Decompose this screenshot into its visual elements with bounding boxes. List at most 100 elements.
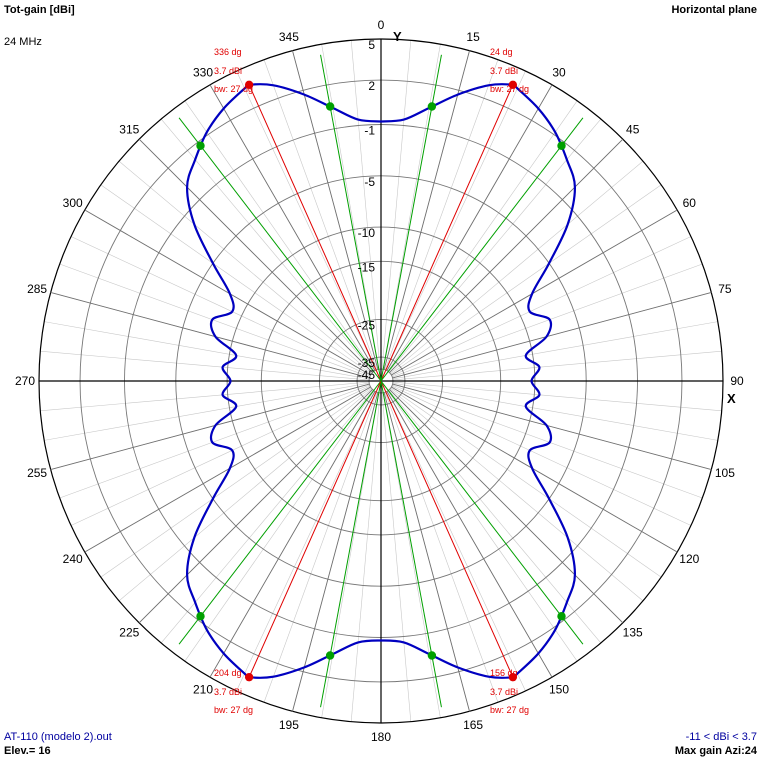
angle-tick-label: 135	[623, 626, 643, 640]
radial-line-fine	[184, 100, 375, 372]
radial-line-fine	[390, 184, 662, 375]
radial-line-major	[383, 392, 470, 712]
angle-tick-label: 60	[683, 196, 697, 210]
radial-line-fine	[321, 392, 380, 718]
half-power-marker	[196, 141, 205, 150]
chart-title: Tot-gain [dBi]	[4, 4, 75, 16]
ring-label: -35	[358, 356, 376, 370]
angle-tick-label: 75	[718, 282, 732, 296]
x-axis-letter: X	[727, 391, 736, 406]
angle-tick-label: 240	[63, 552, 83, 566]
half-power-marker	[196, 612, 205, 621]
radial-line-major	[50, 383, 370, 470]
radial-line-major	[392, 292, 712, 379]
radial-line-fine	[40, 381, 370, 412]
angle-tick-label: 315	[119, 122, 139, 136]
beam-line-halfpower	[178, 380, 382, 645]
angle-tick-label: 330	[193, 66, 213, 80]
ring-label: 2	[368, 79, 375, 93]
ring-label: -5	[364, 175, 375, 189]
radial-line-fine	[70, 236, 371, 377]
radial-line-fine	[387, 390, 578, 662]
angle-tick-label: 30	[552, 66, 566, 80]
beam-line-halfpower	[380, 380, 584, 645]
radial-line-major	[292, 50, 379, 370]
radial-line-major	[209, 84, 376, 371]
radial-line-fine	[321, 44, 380, 370]
angle-tick-label: 285	[27, 282, 47, 296]
radial-line-fine	[392, 321, 718, 380]
radial-line-fine	[100, 184, 372, 375]
radial-line-fine	[388, 118, 602, 373]
angle-tick-label: 225	[119, 626, 139, 640]
radiation-pattern-line	[185, 83, 577, 679]
radial-line-fine	[391, 236, 692, 377]
radial-line-fine	[160, 118, 374, 373]
beamwidth-label: bw: 27 dg	[490, 705, 529, 715]
radial-line-fine	[263, 392, 378, 703]
beamwidth-label: bw: 27 dg	[214, 84, 253, 94]
radial-line-major	[386, 84, 553, 371]
half-power-marker	[427, 651, 437, 660]
ring-label: -10	[358, 226, 376, 240]
radial-line-fine	[392, 381, 722, 412]
beam-gain-label: 3.7 dBi	[490, 687, 518, 697]
radial-line-major	[391, 209, 678, 376]
max-gain-marker	[244, 672, 254, 682]
beam-angle-label: 336 dg	[214, 47, 242, 57]
y-axis-letter: Y	[393, 29, 402, 44]
angle-tick-label: 195	[279, 718, 299, 732]
radial-line-fine	[387, 100, 578, 372]
radial-line-major	[383, 50, 470, 370]
beam-angle-label: 24 dg	[490, 47, 513, 57]
ring-label: -25	[358, 318, 376, 332]
half-power-marker	[557, 141, 566, 150]
angle-tick-label: 270	[15, 374, 35, 388]
radial-line-major	[50, 292, 370, 379]
max-gain-marker	[508, 672, 518, 682]
plane-label: Horizontal plane	[671, 4, 757, 16]
beam-angle-label: 204 dg	[214, 668, 242, 678]
ring-label: 5	[368, 38, 375, 52]
radial-line-fine	[59, 384, 370, 499]
radial-line-fine	[100, 387, 372, 578]
half-power-marker	[427, 102, 437, 111]
radial-line-major	[138, 389, 373, 624]
radial-line-major	[389, 138, 624, 373]
radial-line-fine	[350, 40, 381, 370]
radial-line-fine	[381, 392, 412, 722]
angle-tick-label: 345	[279, 30, 299, 44]
frequency-label: 24 MHz	[4, 36, 42, 48]
radial-line-fine	[384, 392, 499, 703]
radial-line-fine	[382, 392, 441, 718]
radial-line-fine	[389, 388, 644, 602]
radial-line-fine	[59, 263, 370, 378]
radial-line-major	[392, 383, 712, 470]
beam-line-main	[380, 80, 515, 382]
angle-tick-label: 0	[378, 18, 385, 32]
angle-tick-label: 150	[549, 682, 569, 696]
angle-tick-label: 300	[63, 196, 83, 210]
angle-tick-label: 120	[679, 552, 699, 566]
beam-line-halfpower	[380, 117, 584, 382]
beam-gain-label: 3.7 dBi	[214, 687, 242, 697]
radial-line-fine	[70, 385, 371, 526]
radial-line-fine	[382, 44, 441, 370]
beam-line-halfpower	[178, 117, 382, 382]
ring-label: -15	[358, 260, 376, 274]
beamwidth-label: bw: 27 dg	[490, 84, 529, 94]
radial-line-fine	[40, 350, 370, 381]
radial-line-fine	[385, 391, 526, 692]
half-power-marker	[325, 102, 335, 111]
polar-grid	[38, 38, 724, 724]
range-label: -11 < dBi < 3.7	[685, 731, 757, 743]
radial-line-fine	[44, 382, 370, 441]
angle-tick-label: 90	[730, 374, 744, 388]
radial-line-fine	[391, 385, 692, 526]
elevation-label: Elev.= 16	[4, 745, 51, 757]
beam-gain-label: 3.7 dBi	[214, 66, 242, 76]
radial-line-major	[84, 209, 371, 376]
radial-line-fine	[392, 263, 703, 378]
radial-line-fine	[390, 387, 662, 578]
